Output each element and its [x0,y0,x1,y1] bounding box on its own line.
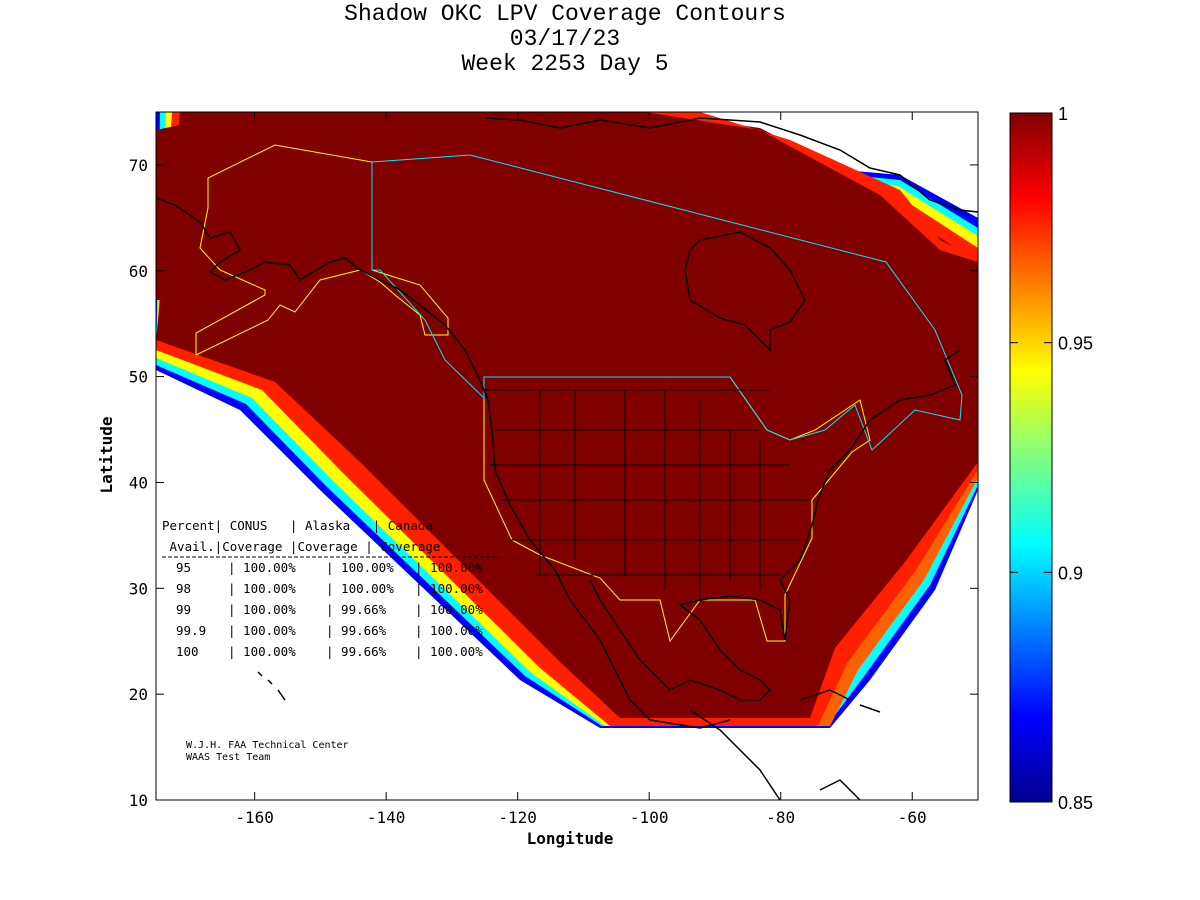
table-cell-canada: | 100.00% [415,644,483,659]
credit-line-2: WAAS Test Team [186,752,270,763]
plot-frame [155,111,979,801]
y-axis-label: Latitude [97,416,116,493]
x-tick-label: -60 [898,808,927,827]
table-cell-avail: 95 [176,560,191,575]
table-cell-alaska: | 100.00% [326,560,394,575]
table-rows: 95 | 100.00% | 100.00% | 100.00% 98 | 100.00%… [176,560,483,659]
coverage-table: Percent| CONUS | Alaska | Canada Avail.|… [162,518,500,659]
x-tick-label: -140 [367,808,406,827]
coverage-lower-right-red [818,460,978,726]
hudson-bay [684,231,806,352]
table-cell-conus: | 100.00% [228,581,296,596]
coverage-top-fill [156,112,978,300]
table-header-1: Percent| CONUS | Alaska | Canada [162,518,433,533]
table-cell-alaska: | 99.66% [326,644,387,659]
colorbar-tick-label: 0.85 [1058,793,1093,813]
coverage-top-red [645,112,978,262]
table-cell-alaska: | 99.66% [326,623,387,638]
y-tick-label: 30 [129,579,148,598]
y-tick-label: 10 [129,791,148,810]
hawaii [257,671,286,701]
y-tick-label: 50 [129,368,148,387]
central-america [689,709,781,800]
table-cell-canada: | 100.00% [415,623,483,638]
atlantic-coast [817,349,961,501]
credit-line-1: W.J.H. FAA Technical Center [186,740,349,751]
table-cell-conus: | 100.00% [228,644,296,659]
table-cell-conus: | 100.00% [228,623,296,638]
colorbar: 1 0.95 0.9 0.85 [1009,104,1093,813]
colorbar-ticks: 1 0.95 0.9 0.85 [1010,104,1093,813]
coverage-contours [156,112,978,728]
x-axis-label: Longitude [527,829,614,848]
colorbar-tick-label: 1 [1058,104,1068,124]
table-cell-avail: 99 [176,602,191,617]
table-cell-avail: 100 [176,644,199,659]
title-line-2: 03/17/23 [509,26,621,52]
table-header-2: Avail.|Coverage |Coverage | Coverage [162,539,440,554]
y-tick-label: 20 [129,685,148,704]
table-cell-canada: | 100.00% [415,581,483,596]
x-tick-label: -120 [498,808,537,827]
service-boundaries [195,144,963,643]
colorbar-gradient [1009,112,1053,803]
table-cell-alaska: | 100.00% [326,581,394,596]
alaska-coast [156,197,446,326]
y-tick-label: 60 [129,262,148,281]
table-cell-canada: | 100.00% [415,602,483,617]
table-cell-avail: 98 [176,581,191,596]
table-cell-conus: | 100.00% [228,602,296,617]
title-line-3: Week 2253 Day 5 [461,51,669,77]
colorbar-tick-label: 0.9 [1058,563,1083,583]
y-tick-label: 40 [129,473,148,492]
x-axis: -160 -140 -120 -100 -80 -60 [235,112,927,827]
caribbean [799,689,881,800]
x-tick-label: -160 [235,808,274,827]
x-tick-label: -100 [630,808,669,827]
north-coast [484,117,978,213]
table-cell-canada: | 100.00% [415,560,483,575]
table-cell-conus: | 100.00% [228,560,296,575]
x-tick-label: -80 [766,808,795,827]
title-line-1: Shadow OKC LPV Coverage Contours [344,1,786,27]
canada-boundary [371,154,963,451]
alaska-boundary [195,144,449,356]
conus-boundary [483,376,871,643]
map-plot-area [156,112,978,800]
y-axis: 10 20 30 40 50 60 70 [129,156,978,810]
colorbar-tick-label: 0.95 [1058,334,1093,354]
state-borders [484,389,810,600]
table-cell-avail: 99.9 [176,623,206,638]
table-cell-alaska: | 99.66% [326,602,387,617]
gulf-coast [589,499,819,701]
y-tick-label: 70 [129,156,148,175]
